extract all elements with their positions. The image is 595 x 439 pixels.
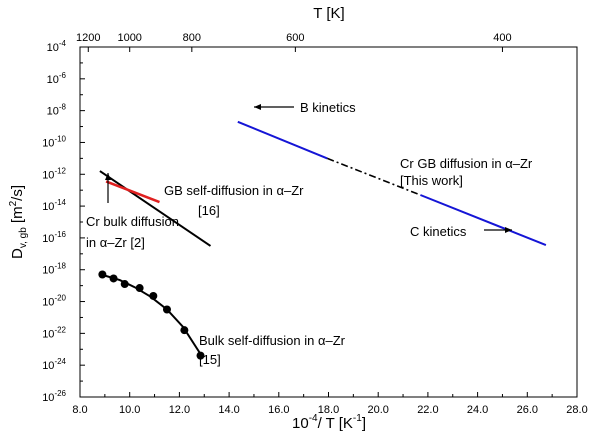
- y-tick-label: 10-8: [47, 103, 67, 118]
- x-tick-label: 16.0: [268, 404, 289, 416]
- y-axis-title: Dv, gb [m2/s]: [8, 185, 29, 259]
- x-tick-label: 18.0: [318, 404, 339, 416]
- top-tick-label: 600: [286, 32, 304, 44]
- x-tick-label: 8.0: [72, 404, 87, 416]
- series-line: [99, 170, 212, 247]
- data-point: [109, 274, 118, 283]
- y-tick-label: 10-24: [42, 357, 66, 372]
- annotation-c-kinetics: C kinetics: [410, 224, 467, 239]
- y-axis-title-mid: [m: [9, 206, 26, 227]
- top-tick-label: 1200: [76, 32, 100, 44]
- top-tick-label: 400: [493, 32, 511, 44]
- top-tick-label: 1000: [117, 32, 141, 44]
- x-tick-label: 26.0: [517, 404, 538, 416]
- annotation-gb-self-line2: [16]: [198, 203, 220, 218]
- x-tick-label: 12.0: [169, 404, 190, 416]
- data-point: [196, 351, 205, 360]
- data-point: [120, 280, 129, 289]
- series-line: [105, 180, 160, 204]
- x-axis-title-unit-exp: -1: [353, 413, 362, 424]
- series-line: [237, 120, 328, 160]
- annotation-bulk-self-line2: [15]: [199, 352, 221, 367]
- y-tick-label: 10-12: [42, 166, 66, 181]
- data-point: [98, 270, 107, 279]
- x-tick-label: 20.0: [367, 404, 388, 416]
- series-line: [420, 194, 547, 247]
- y-tick-label: 10-4: [47, 39, 67, 54]
- y-tick-label: 10-26: [42, 389, 66, 404]
- y-axis-title-symbol: D: [9, 248, 26, 259]
- annotation-gb-self-line1: GB self-diffusion in α–Zr: [164, 183, 304, 198]
- y-tick-label: 10-22: [42, 325, 66, 340]
- y-tick-label: 10-6: [47, 71, 67, 86]
- data-point: [162, 305, 171, 314]
- data-point: [180, 326, 189, 335]
- x-tick-label: 28.0: [566, 404, 587, 416]
- annotation-bulk-self-line1: Bulk self-diffusion in α–Zr: [199, 333, 346, 348]
- x-axis-title-mid: / T [K: [318, 415, 353, 432]
- top-tick-label: 800: [183, 32, 201, 44]
- x-axis-title: 10-4/ T [K-1]: [292, 413, 366, 432]
- y-tick-label: 10-14: [42, 198, 66, 213]
- y-tick-label: 10-20: [42, 294, 66, 309]
- data-point: [149, 291, 158, 300]
- annotation-arrowhead: [505, 227, 512, 233]
- annotation-cr-gb-line1: Cr GB diffusion in α–Zr: [400, 156, 533, 171]
- x-axis-title-base: 10: [292, 415, 309, 432]
- x-axis-title-exp: -4: [309, 413, 318, 424]
- annotation-b-kinetics: B kinetics: [300, 100, 356, 115]
- series-line: [327, 157, 421, 196]
- top-axis-title: T [K]: [313, 5, 344, 22]
- annotation-arrowhead: [254, 104, 261, 110]
- x-axis-title-end: ]: [362, 415, 366, 432]
- x-tick-label: 14.0: [218, 404, 239, 416]
- annotation-cr-gb-line2: [This work]: [400, 173, 463, 188]
- annotation-cr-bulk-line1: Cr bulk diffusion: [86, 214, 179, 229]
- y-axis-title-sub: v, gb: [18, 227, 29, 248]
- x-tick-label: 24.0: [467, 404, 488, 416]
- data-point: [135, 284, 144, 293]
- x-tick-label: 22.0: [417, 404, 438, 416]
- x-tick-label: 10.0: [119, 404, 140, 416]
- annotation-cr-bulk-line2: in α–Zr [2]: [86, 235, 145, 250]
- y-tick-label: 10-18: [42, 262, 66, 277]
- y-axis-title-exp: 2: [8, 200, 19, 206]
- y-tick-label: 10-16: [42, 230, 66, 245]
- series-line: [100, 273, 202, 355]
- y-tick-label: 10-10: [42, 134, 66, 149]
- annotation-arrowhead: [105, 173, 111, 180]
- y-axis-title-end: /s]: [9, 185, 26, 201]
